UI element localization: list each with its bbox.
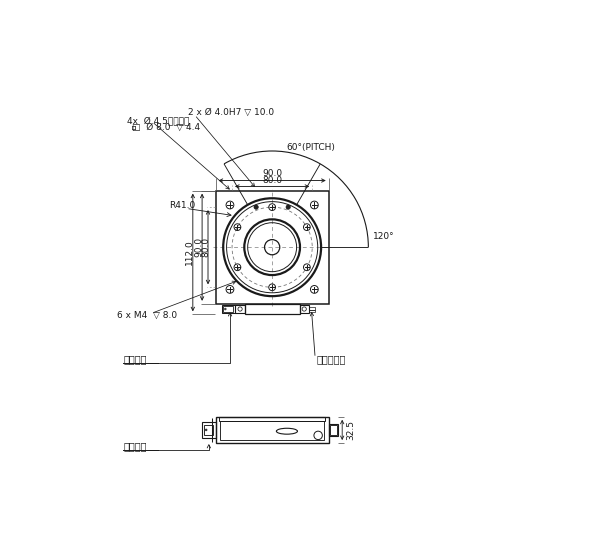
Bar xyxy=(216,417,329,443)
Text: □  Ø 8.0  ▽ 4.4: □ Ø 8.0 ▽ 4.4 xyxy=(132,123,200,132)
Bar xyxy=(204,425,213,436)
Text: 编码器线: 编码器线 xyxy=(123,441,147,452)
Circle shape xyxy=(224,308,227,310)
Bar xyxy=(216,191,329,304)
Text: 90.0: 90.0 xyxy=(195,237,204,257)
Text: 2 x Ø 4.0H7 ▽ 10.0: 2 x Ø 4.0H7 ▽ 10.0 xyxy=(188,107,274,117)
Bar xyxy=(310,307,315,310)
Text: 112.0: 112.0 xyxy=(185,239,194,265)
Circle shape xyxy=(286,205,290,209)
Bar xyxy=(219,417,325,421)
Bar xyxy=(220,421,325,439)
Bar xyxy=(236,305,245,313)
Text: 80.0: 80.0 xyxy=(201,237,210,257)
Text: 电机电源线: 电机电源线 xyxy=(317,354,346,364)
Text: 90.0: 90.0 xyxy=(262,169,282,178)
Circle shape xyxy=(205,429,207,431)
Text: R41.0: R41.0 xyxy=(169,201,195,210)
Bar xyxy=(329,424,338,436)
Text: 6 x M4  ▽ 8.0: 6 x M4 ▽ 8.0 xyxy=(117,311,177,320)
Text: 4x  Ø 4.5完全贯穿: 4x Ø 4.5完全贯穿 xyxy=(127,116,190,125)
Circle shape xyxy=(254,205,258,209)
Text: 32.5: 32.5 xyxy=(346,420,355,440)
Bar xyxy=(310,310,315,312)
Bar xyxy=(223,306,233,312)
Bar xyxy=(222,305,236,313)
Bar xyxy=(245,304,299,315)
Bar xyxy=(299,305,309,313)
Text: 60°(PITCH): 60°(PITCH) xyxy=(286,143,335,152)
Bar xyxy=(202,423,216,437)
Bar xyxy=(330,425,337,435)
Text: 120°: 120° xyxy=(373,232,395,241)
Text: 编码器线: 编码器线 xyxy=(123,355,147,364)
Text: 80.0: 80.0 xyxy=(262,176,282,185)
